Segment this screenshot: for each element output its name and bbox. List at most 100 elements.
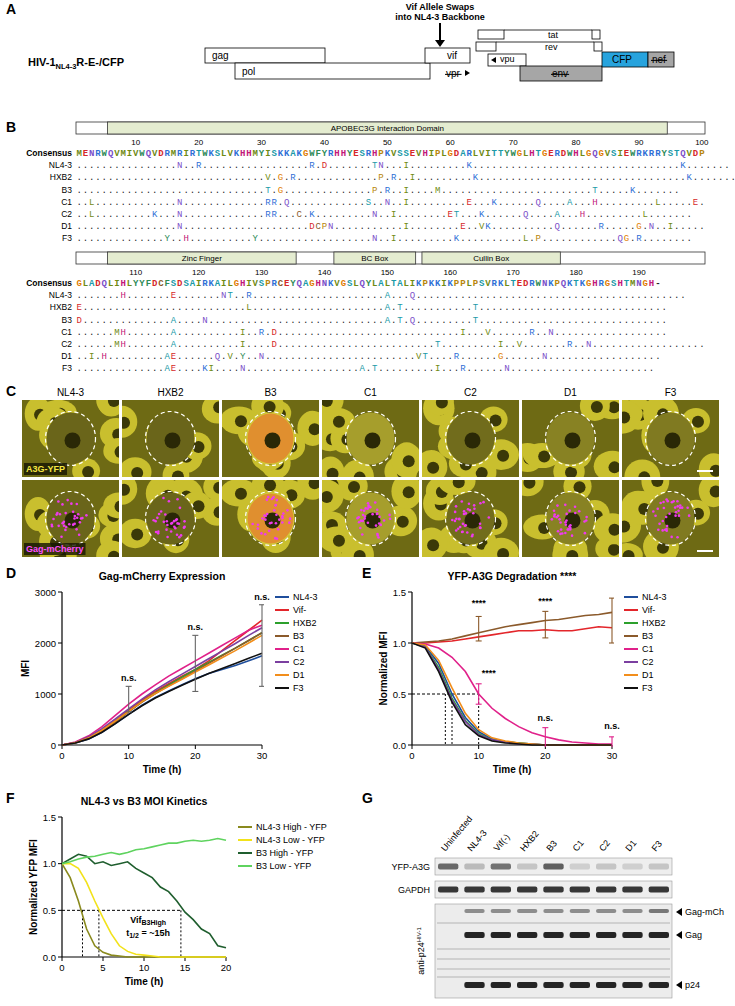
x-axis [62,744,262,745]
gag-puncta [80,517,83,520]
series-line [62,635,262,745]
row-label: D1 [61,221,72,231]
residues: .... [215,364,239,374]
residues: H [120,340,125,350]
residues: T [573,279,579,289]
gag-puncta [674,506,677,509]
gag-puncta [451,519,454,522]
nucleus [235,415,247,427]
gag-puncta [455,517,458,520]
residues: G [448,149,453,159]
gag-puncta [665,498,668,501]
gag-puncta [55,513,58,516]
residues: D [561,149,567,159]
legend-label: D1 [642,670,654,680]
gag-puncta [256,527,259,530]
residues: Y [366,279,372,289]
cell-outline [246,492,296,546]
residues: Y [253,234,259,244]
residues: I [209,364,214,374]
y-tick [408,643,412,644]
nucleus [609,524,620,536]
residues: N [504,364,509,374]
series-line [62,656,262,745]
nucleus [665,513,681,529]
gag-puncta [183,526,186,529]
residues: A [171,340,177,350]
residues: Y [259,149,265,159]
gag-puncta [175,518,178,521]
gag-puncta [64,529,67,532]
gene-label: vif [447,50,457,61]
lane-label: C2 [597,838,612,853]
gag-puncta [68,523,71,526]
residues: .. [504,340,516,350]
domain [334,252,416,264]
gag-puncta [266,499,269,502]
column-label: C2 [464,387,477,398]
residues: ............. [95,198,176,208]
gene-label: vpu [500,54,515,64]
gag-puncta [656,507,659,510]
residues: H [649,279,654,289]
domain-label: Cullin Box [473,254,509,263]
arrow-label: into NL4-3 Backbone [395,12,485,22]
residues: ......... [378,364,434,374]
gag-puncta [557,514,560,517]
nucleus [565,513,581,529]
residues: - [655,279,660,289]
gene-box [488,54,526,66]
probe-label: anti-p24HIV-1 [416,927,426,975]
row-label: D1 [61,351,72,361]
residues: . [221,352,226,362]
label-part: n.s. [604,721,620,731]
residues: G [278,173,283,183]
residues: N [221,291,226,301]
gag-puncta [183,525,186,528]
residues: R [529,328,535,338]
series-line [62,620,262,745]
micrograph [422,480,519,557]
gag-puncta [272,496,275,499]
gag-puncta [76,503,79,506]
infected-cell [347,493,395,545]
gag-puncta [183,520,186,523]
band [649,932,669,938]
position-tick: 130 [255,268,269,277]
gag-puncta [78,533,81,536]
nucleus [214,506,219,518]
residues: L [643,210,648,220]
gag-puncta [568,525,571,528]
domain-bar [76,122,705,134]
legend-label: NL4-3 [642,592,667,602]
gag-puncta [152,519,155,522]
channel-label: Gag-mCherry [26,544,84,554]
scale-bar [697,470,713,472]
gag-puncta [459,526,462,529]
nucleus [623,550,635,557]
residues: . [271,186,276,196]
gag-puncta [467,508,470,511]
residues: Q [360,279,366,289]
residues: K [328,279,334,289]
legend-swatch [275,596,289,598]
arrow [439,23,441,41]
panel-letter: G [362,790,373,806]
error-bar [128,686,129,712]
reference-drop [445,694,446,745]
lane-label: D1 [623,838,638,853]
legend-label: B3 [642,631,653,641]
residues: T [372,161,378,171]
gag-puncta [661,520,664,523]
residues: N [586,340,591,350]
residues: M [114,340,119,350]
infected-cell [547,493,595,545]
gag-puncta [65,526,68,529]
residues: ....... [649,210,692,220]
residues: . [391,303,396,313]
gag-puncta [461,530,464,533]
gag-puncta [70,502,73,505]
y-axis [61,817,62,957]
series-line [62,633,262,745]
residues: E [548,149,554,159]
